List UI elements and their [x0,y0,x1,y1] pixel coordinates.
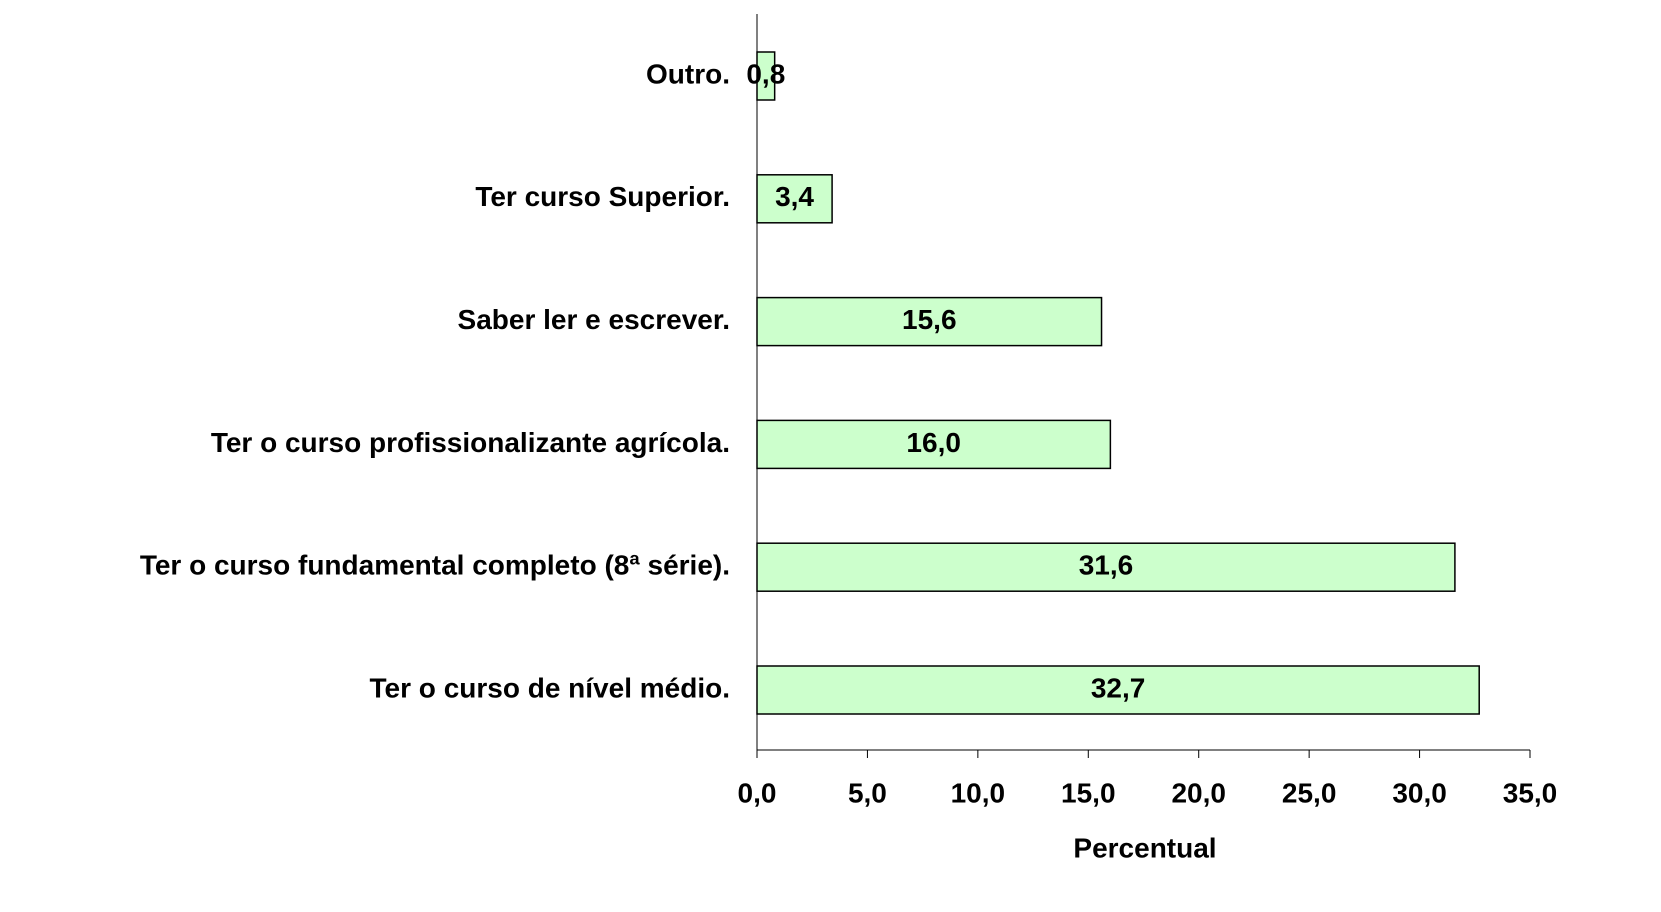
value-label: 15,6 [902,304,957,335]
x-tick-label: 20,0 [1171,777,1226,808]
bar [756,296,1103,347]
value-label: 32,7 [1091,672,1146,703]
y-tick-label: Saber ler e escrever. [458,304,730,335]
x-tick-label: 0,0 [738,777,777,808]
bar [756,665,1480,715]
value-label: 31,6 [1079,550,1134,581]
y-tick-label: Ter curso Superior. [475,181,730,212]
value-label: 3,4 [775,181,814,212]
x-tick-label: 35,0 [1503,777,1558,808]
x-tick-label: 10,0 [951,777,1006,808]
y-tick-label: Ter o curso profissionalizante agrícola. [211,427,730,458]
value-label: 0,8 [746,58,785,89]
bar [756,51,776,101]
y-tick-label: Ter o curso fundamental completo (8ª sér… [140,550,730,581]
bar [756,174,833,224]
x-tick-label: 30,0 [1392,777,1447,808]
x-tick-label: 5,0 [848,777,887,808]
y-tick-label: Ter o curso de nível médio. [370,672,730,703]
bar [756,542,1456,592]
x-tick-label: 25,0 [1282,777,1337,808]
y-tick-label: Outro. [646,58,730,89]
x-axis-label: Percentual [1073,832,1216,863]
value-label: 16,0 [906,427,961,458]
x-tick-label: 15,0 [1061,777,1116,808]
bar [756,419,1112,470]
